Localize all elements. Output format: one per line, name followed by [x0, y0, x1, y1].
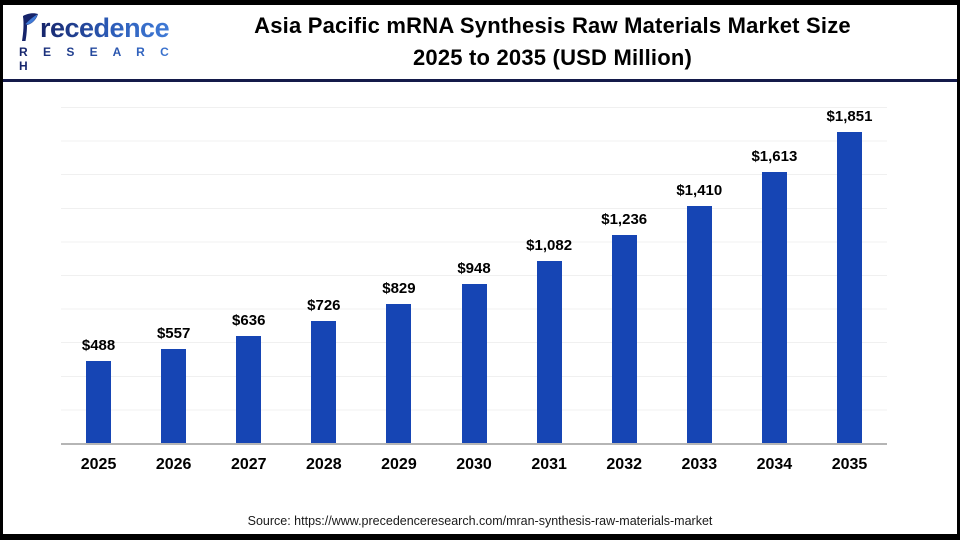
bar-value-label: $636: [232, 312, 266, 330]
bar-column: $948: [436, 107, 511, 443]
bar-value-label: $1,613: [751, 148, 798, 165]
x-axis-tick-label-2032: 2032: [606, 456, 642, 473]
logo-brand-text: recedence: [40, 12, 170, 43]
bar-value-label: $1,236: [601, 211, 648, 229]
plot-area: $488 $557 $636 $726 $829 $948 $1,082 $1,…: [61, 107, 887, 443]
bar-column: $1,851: [812, 107, 887, 443]
bar-column: $829: [361, 107, 436, 443]
x-axis-tick-label-2029: 2029: [381, 456, 417, 473]
x-axis-labels: 2025 2026 2027 2028 2029 2030 2031 2032 …: [61, 456, 887, 474]
bar-2034: [761, 172, 787, 443]
x-axis-tick-label-2025: 2025: [80, 456, 117, 473]
bar-column: $1,613: [737, 107, 812, 443]
x-axis-tick-label-2030: 2030: [456, 456, 492, 473]
x-axis-tick-label-2034: 2034: [756, 456, 793, 473]
x-axis-line: [61, 443, 887, 445]
chart-area: $488 $557 $636 $726 $829 $948 $1,082 $1,…: [3, 107, 957, 474]
bar-value-label: $1,851: [826, 108, 873, 125]
header: recedence R E S E A R C H Asia Pacific m…: [3, 5, 957, 82]
bar-2031: [536, 261, 562, 443]
x-axis-tick-label-2031: 2031: [531, 456, 567, 473]
x-axis-tick-label-2028: 2028: [306, 456, 342, 473]
bar-2025: [86, 361, 112, 443]
bar-value-label: $557: [156, 325, 191, 343]
bar-value-label: $829: [382, 279, 416, 297]
bar-value-label: $1,410: [676, 182, 723, 200]
source-text: Source: https://www.precedenceresearch.c…: [247, 514, 713, 528]
x-axis-tick-label-2027: 2027: [230, 456, 267, 473]
x-axis-tick-label-2035: 2035: [831, 456, 868, 473]
logo-subbrand-text: R E S E A R C H: [19, 45, 178, 73]
precedence-logo: recedence R E S E A R C H: [3, 12, 178, 73]
bar-2028: [311, 321, 337, 443]
bar-column: $557: [136, 107, 211, 443]
bar-2032: [611, 235, 637, 443]
x-axis-tick-label-2026: 2026: [155, 456, 192, 473]
bar-column: $636: [211, 107, 286, 443]
bar-2030: [461, 283, 487, 443]
bar-column: $1,082: [512, 107, 587, 443]
bar-2029: [386, 303, 412, 443]
bar-2033: [686, 206, 712, 443]
bar-value-label: $1,082: [526, 237, 573, 255]
bar-value-label: $948: [457, 259, 491, 277]
chart-title-line1: Asia Pacific mRNA Synthesis Raw Material…: [254, 13, 851, 38]
bar-value-label: $726: [307, 297, 341, 314]
bar-column: $1,236: [587, 107, 662, 443]
bar-2035: [836, 132, 862, 443]
bar-2026: [161, 349, 187, 443]
leaf-p-icon: [22, 12, 38, 41]
chart-title: Asia Pacific mRNA Synthesis Raw Material…: [178, 10, 957, 74]
bar-2027: [236, 336, 262, 443]
x-axis-tick-label-2033: 2033: [681, 456, 718, 473]
bar-column: $488: [61, 107, 136, 443]
bar-value-label: $488: [81, 337, 116, 354]
bar-column: $726: [286, 107, 361, 443]
chart-title-line2: 2025 to 2035 (USD Million): [412, 45, 693, 70]
bar-column: $1,410: [662, 107, 737, 443]
